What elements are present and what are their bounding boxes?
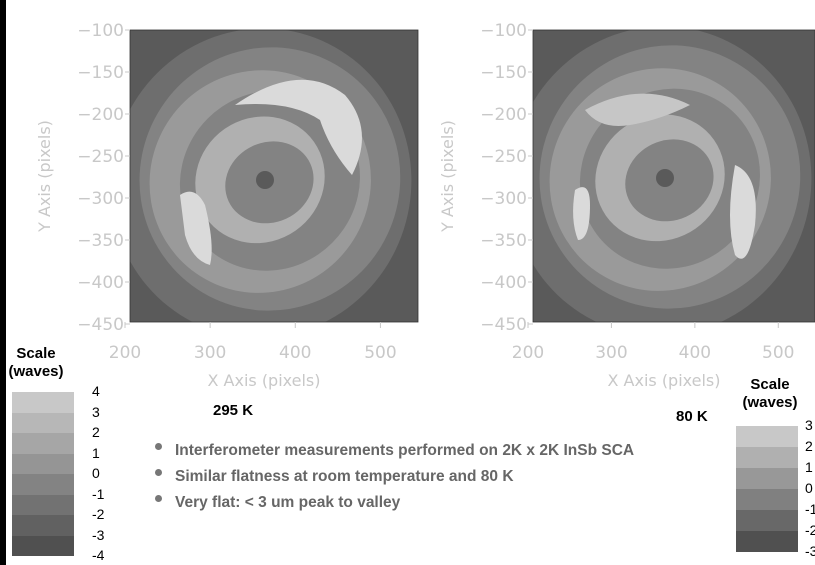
bullet-text: Similar flatness at room temperature and… xyxy=(175,468,514,485)
contour-peak-band xyxy=(730,165,756,259)
y-tick-label: −300 xyxy=(480,189,527,209)
contour-peak-band xyxy=(573,187,590,240)
bullet-item: Very flat: < 3 um peak to valley xyxy=(155,492,715,514)
bullet-text: Very flat: < 3 um peak to valley xyxy=(175,494,401,511)
bullet-dot-icon xyxy=(155,469,162,476)
y-tick-label: −150 xyxy=(480,63,527,83)
scale-swatch xyxy=(736,447,798,468)
x-axis-label: X Axis (pixels) xyxy=(207,371,320,390)
x-tick-label: 300 xyxy=(194,343,226,363)
scale-value: 4 xyxy=(92,383,100,399)
bullet-dot-icon xyxy=(155,443,162,450)
scale-value: 1 xyxy=(805,459,813,475)
contour-peak-band xyxy=(180,191,212,265)
scale-swatch xyxy=(12,474,74,495)
contour-bands-1 xyxy=(533,30,815,322)
x-tick-label: 400 xyxy=(679,343,711,363)
y-tick-label: −300 xyxy=(77,189,124,209)
bullet-list: Interferometer measurements performed on… xyxy=(155,440,715,518)
y-tick-label: −200 xyxy=(77,105,124,125)
y-tick-label: −450 xyxy=(77,315,124,335)
scale-value: 3 xyxy=(805,417,813,433)
plot-border xyxy=(129,29,419,323)
x-tick-label: 500 xyxy=(364,343,396,363)
scale-swatch xyxy=(12,515,74,536)
scale-value: -2 xyxy=(92,506,105,522)
scale-value: 0 xyxy=(805,480,813,496)
y-tick-label: −400 xyxy=(480,273,527,293)
scale-value: -3 xyxy=(92,526,105,543)
scale-value: 3 xyxy=(92,403,100,420)
scale-value: -3 xyxy=(805,543,815,559)
bullet-text: Interferometer measurements performed on… xyxy=(175,442,635,459)
scale-value: 2 xyxy=(92,424,100,440)
contour-peak-band xyxy=(585,93,690,126)
plot-area-1: −100 −150 −200 −250 −300 −350 −400 −450 200 300 40… xyxy=(438,21,815,390)
y-axis-label: Y Axis (pixels) xyxy=(438,120,457,233)
scale-swatch xyxy=(12,494,74,515)
contour-center xyxy=(256,171,274,189)
scale-swatch xyxy=(736,510,798,531)
y-tick-label: −250 xyxy=(480,147,527,167)
y-tick-label: −200 xyxy=(480,105,527,125)
contour-peak-band xyxy=(235,79,362,175)
scale-swatch xyxy=(736,426,798,447)
scale-value: -4 xyxy=(92,547,105,563)
bullet-item: Interferometer measurements performed on… xyxy=(155,440,715,462)
contour-center xyxy=(656,169,674,187)
scale-value: 0 xyxy=(92,465,100,481)
y-axis-label: Y Axis (pixels) xyxy=(35,120,54,233)
y-tick-label: −100 xyxy=(77,21,124,41)
y-tick-label: −350 xyxy=(480,231,527,251)
x-tick-label: 300 xyxy=(595,343,627,363)
scale-swatch xyxy=(736,489,798,510)
contour-bands-0 xyxy=(130,30,418,322)
x-tick-label: 400 xyxy=(279,343,311,363)
scale-value: 2 xyxy=(805,438,813,454)
bullet-item: Similar flatness at room temperature and… xyxy=(155,466,715,488)
scale-value: -1 xyxy=(92,485,105,502)
x-tick-label: 500 xyxy=(762,343,794,363)
x-tick-label: 200 xyxy=(512,343,544,363)
x-tick-label: 200 xyxy=(109,343,141,363)
y-tick-label: −350 xyxy=(77,231,124,251)
scale-value: 1 xyxy=(92,444,100,461)
left-border xyxy=(0,0,6,565)
x-axis-label: X Axis (pixels) xyxy=(607,371,720,390)
temperature-label-295k: 295 K xyxy=(213,402,254,419)
bullet-dot-icon xyxy=(155,495,162,502)
y-tick-label: −450 xyxy=(480,315,527,335)
plot-area-0: −100 −150 −200 −250 −300 −350 −400 −450 200 300 40… xyxy=(35,21,419,390)
scale-swatch xyxy=(12,453,74,474)
y-tick-label: −400 xyxy=(77,273,124,293)
scale-swatch xyxy=(736,468,798,489)
scale-title-right: Scale (waves) xyxy=(742,376,798,411)
scale-title-left: Scale (waves) xyxy=(8,345,64,380)
scale-swatch xyxy=(12,392,74,413)
scale-swatch xyxy=(736,531,798,552)
y-tick-label: −100 xyxy=(480,21,527,41)
scale-swatch xyxy=(12,412,74,433)
scale-value: -2 xyxy=(805,522,815,538)
scale-value: -1 xyxy=(805,501,815,517)
y-tick-label: −150 xyxy=(77,63,124,83)
y-tick-label: −250 xyxy=(77,147,124,167)
scale-swatch xyxy=(12,535,74,556)
temperature-label-80k: 80 K xyxy=(676,408,708,425)
plot-border xyxy=(532,29,815,323)
scale-swatch xyxy=(12,433,74,454)
